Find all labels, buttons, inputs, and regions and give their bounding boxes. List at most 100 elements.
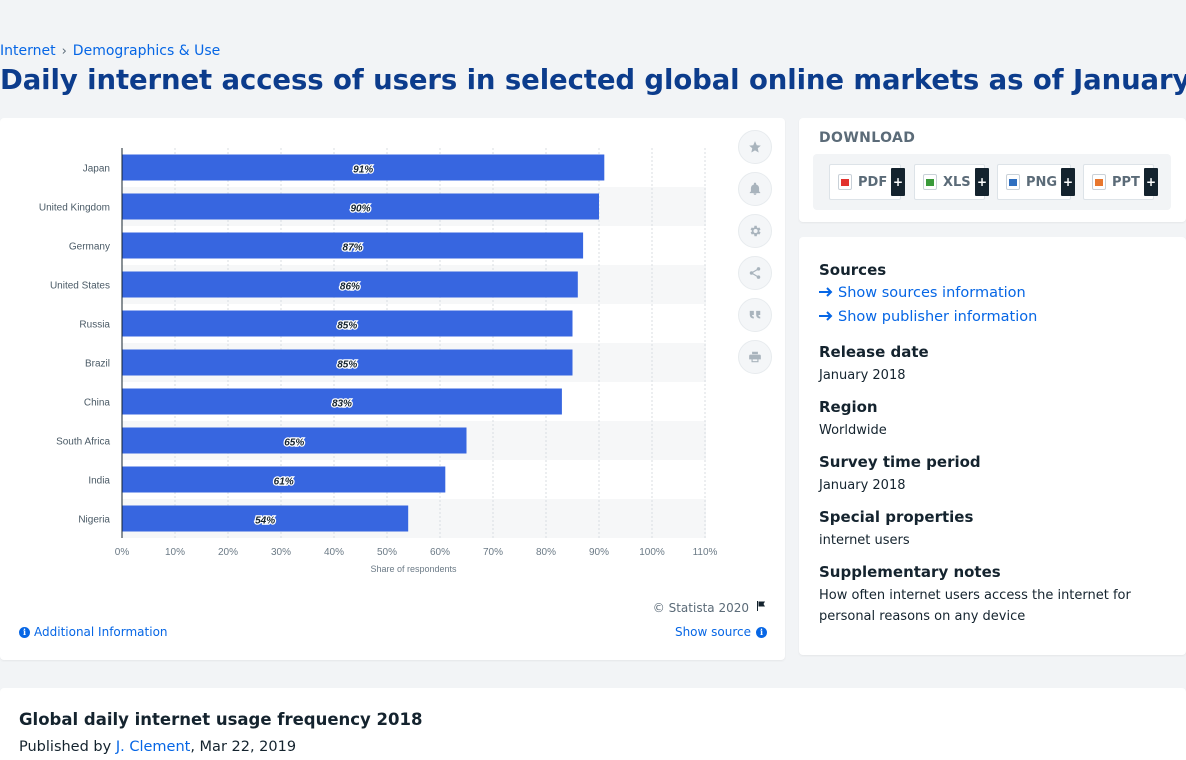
plus-icon: +	[891, 168, 905, 196]
download-title: DOWNLOAD	[819, 130, 916, 146]
page-title: Daily internet access of users in select…	[0, 64, 1186, 96]
survey-period-heading: Survey time period	[819, 453, 981, 471]
x-tick-label: 80%	[536, 547, 556, 558]
ppt-file-icon	[1092, 174, 1106, 190]
bar-china	[122, 388, 562, 415]
copyright-notice: © Statista 2020	[653, 600, 767, 616]
release-date-section: Release date January 2018	[819, 343, 929, 386]
breadcrumb-separator: ›	[61, 43, 67, 59]
special-properties-section: Special properties internet users	[819, 508, 973, 551]
category-label: Brazil	[85, 359, 110, 370]
quote-icon[interactable]	[738, 298, 772, 332]
x-tick-label: 60%	[430, 547, 450, 558]
download-pdf-label: PDF	[858, 174, 888, 190]
author-link[interactable]: J. Clement	[115, 739, 191, 755]
data-label: 85%	[337, 360, 357, 371]
category-label: Germany	[69, 242, 110, 253]
release-date-heading: Release date	[819, 343, 929, 361]
release-date-value: January 2018	[819, 368, 906, 383]
info-icon: i	[19, 626, 30, 638]
x-tick-label: 70%	[483, 547, 503, 558]
info-panel: Sources Show sources information Show pu…	[799, 237, 1186, 655]
show-source-link[interactable]: Show source i	[675, 625, 767, 639]
supplementary-notes-section: Supplementary notes How often internet u…	[819, 563, 1149, 627]
xls-file-icon	[923, 174, 937, 190]
show-publisher-link[interactable]: Show publisher information	[819, 305, 1037, 329]
star-icon[interactable]	[738, 130, 772, 164]
data-label: 54%	[255, 516, 275, 527]
x-tick-label: 90%	[589, 547, 609, 558]
show-source-label: Show source	[674, 625, 751, 639]
download-png-button[interactable]: PNG +	[997, 164, 1075, 200]
plus-icon: +	[1144, 168, 1158, 196]
supplementary-notes-value: How often internet users access the inte…	[819, 588, 1131, 624]
sources-heading: Sources	[819, 261, 887, 279]
bar-united-states	[122, 271, 578, 298]
arrow-right-icon	[819, 285, 833, 301]
bar-south-africa	[122, 427, 467, 454]
survey-period-section: Survey time period January 2018	[819, 453, 981, 496]
data-label: 87%	[343, 243, 363, 254]
region-section: Region Worldwide	[819, 398, 887, 441]
data-label: 61%	[274, 477, 294, 488]
category-label: China	[84, 398, 111, 409]
x-tick-label: 50%	[377, 547, 397, 558]
publication-title: Global daily internet usage frequency 20…	[19, 710, 423, 729]
additional-information-link[interactable]: i Additional Information	[19, 625, 168, 639]
gear-icon[interactable]	[738, 214, 772, 248]
special-properties-heading: Special properties	[819, 508, 974, 526]
data-label: 85%	[337, 321, 357, 332]
download-xls-button[interactable]: XLS +	[914, 164, 989, 200]
info-icon: i	[756, 626, 767, 638]
data-label: 90%	[350, 204, 370, 215]
bar-russia	[122, 310, 573, 337]
supplementary-notes-heading: Supplementary notes	[819, 563, 1001, 581]
data-label: 86%	[340, 282, 360, 293]
category-label: Russia	[79, 320, 110, 331]
additional-information-label: Additional Information	[34, 625, 168, 639]
download-ppt-label: PPT	[1112, 174, 1140, 190]
category-label: Japan	[83, 164, 110, 175]
pdf-file-icon	[838, 174, 852, 190]
x-tick-label: 30%	[271, 547, 291, 558]
arrow-right-icon	[819, 309, 833, 325]
chart-panel: Japan 91% United Kingdom 90% Germany 87% Unite…	[0, 118, 785, 660]
x-tick-label: 0%	[115, 547, 130, 558]
breadcrumb: Internet › Demographics & Use	[0, 43, 220, 59]
print-icon[interactable]	[738, 340, 772, 374]
x-tick-label: 10%	[165, 547, 185, 558]
chart-toolbar	[738, 130, 772, 382]
publication-byline: Published by J. Clement, Mar 22, 2019	[19, 739, 296, 755]
data-label: 65%	[284, 438, 304, 449]
region-heading: Region	[819, 398, 878, 416]
download-pdf-button[interactable]: PDF +	[829, 164, 905, 200]
share-icon[interactable]	[738, 256, 772, 290]
category-label: United Kingdom	[39, 203, 110, 214]
data-label: 91%	[353, 165, 373, 176]
show-sources-link[interactable]: Show sources information	[819, 281, 1037, 305]
category-label: India	[88, 476, 110, 487]
plus-icon: +	[1061, 168, 1075, 196]
png-file-icon	[1006, 174, 1020, 190]
category-label: United States	[50, 281, 110, 292]
category-label: South Africa	[56, 437, 110, 448]
published-by-label: Published by	[19, 739, 116, 755]
x-tick-label: 40%	[324, 547, 344, 558]
show-sources-label: Show sources information	[838, 285, 1026, 301]
bar-nigeria	[122, 505, 409, 532]
download-ppt-button[interactable]: PPT +	[1083, 164, 1158, 200]
flag-icon[interactable]	[755, 600, 767, 616]
data-label: 83%	[332, 399, 352, 410]
x-tick-label: 110%	[693, 547, 718, 558]
breadcrumb-demographics[interactable]: Demographics & Use	[72, 43, 221, 59]
sources-section: Sources Show sources information Show pu…	[819, 261, 1037, 329]
breadcrumb-internet[interactable]: Internet	[0, 43, 56, 59]
x-tick-label: 20%	[218, 547, 238, 558]
download-xls-label: XLS	[943, 174, 971, 190]
special-properties-value: internet users	[819, 533, 910, 548]
bar-united-kingdom	[122, 193, 599, 220]
x-axis-title: Share of respondents	[370, 564, 457, 574]
download-panel: DOWNLOAD PDF + XLS + PNG + PPT +	[799, 118, 1186, 222]
bell-icon[interactable]	[738, 172, 772, 206]
category-label: Nigeria	[78, 515, 110, 526]
